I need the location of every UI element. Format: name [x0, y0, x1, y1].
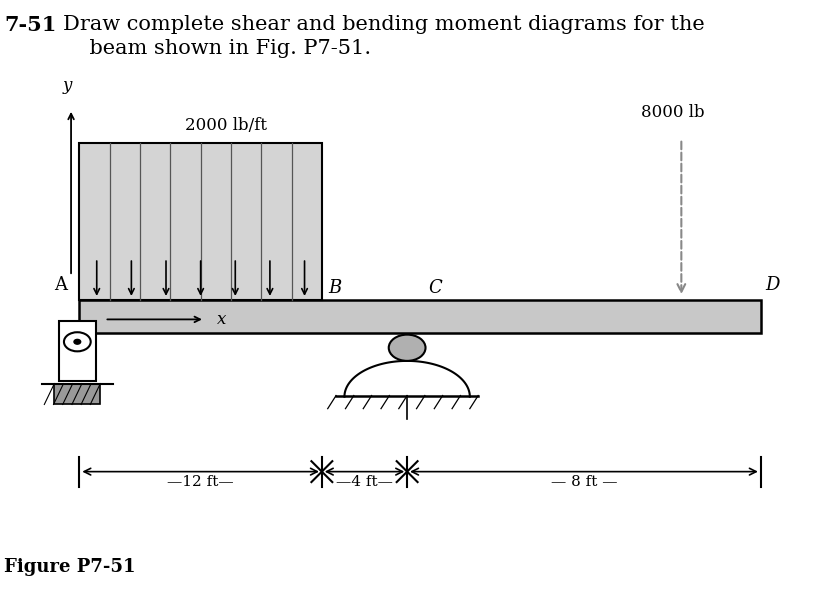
Text: A: A: [54, 276, 67, 294]
Circle shape: [64, 332, 90, 351]
Text: D: D: [765, 276, 779, 294]
Bar: [54, 384, 100, 405]
Text: 7-51: 7-51: [4, 15, 57, 35]
Text: 2000 lb/ft: 2000 lb/ft: [185, 118, 267, 134]
Circle shape: [74, 339, 80, 344]
Bar: [79, 143, 322, 300]
Text: y: y: [62, 77, 72, 94]
Text: 8000 lb: 8000 lb: [641, 104, 705, 121]
Text: x: x: [217, 311, 227, 328]
Text: —12 ft—: —12 ft—: [167, 475, 234, 488]
Text: Figure P7-51: Figure P7-51: [4, 558, 135, 576]
Text: B: B: [329, 279, 342, 297]
Text: Draw complete shear and bending moment diagrams for the: Draw complete shear and bending moment d…: [63, 15, 705, 34]
Bar: [59, 321, 96, 381]
Text: beam shown in Fig. P7-51.: beam shown in Fig. P7-51.: [63, 39, 371, 58]
Text: C: C: [428, 279, 441, 297]
Bar: [79, 300, 761, 333]
Text: — 8 ft —: — 8 ft —: [551, 475, 617, 488]
Circle shape: [389, 334, 426, 361]
Text: —4 ft—: —4 ft—: [336, 475, 393, 488]
